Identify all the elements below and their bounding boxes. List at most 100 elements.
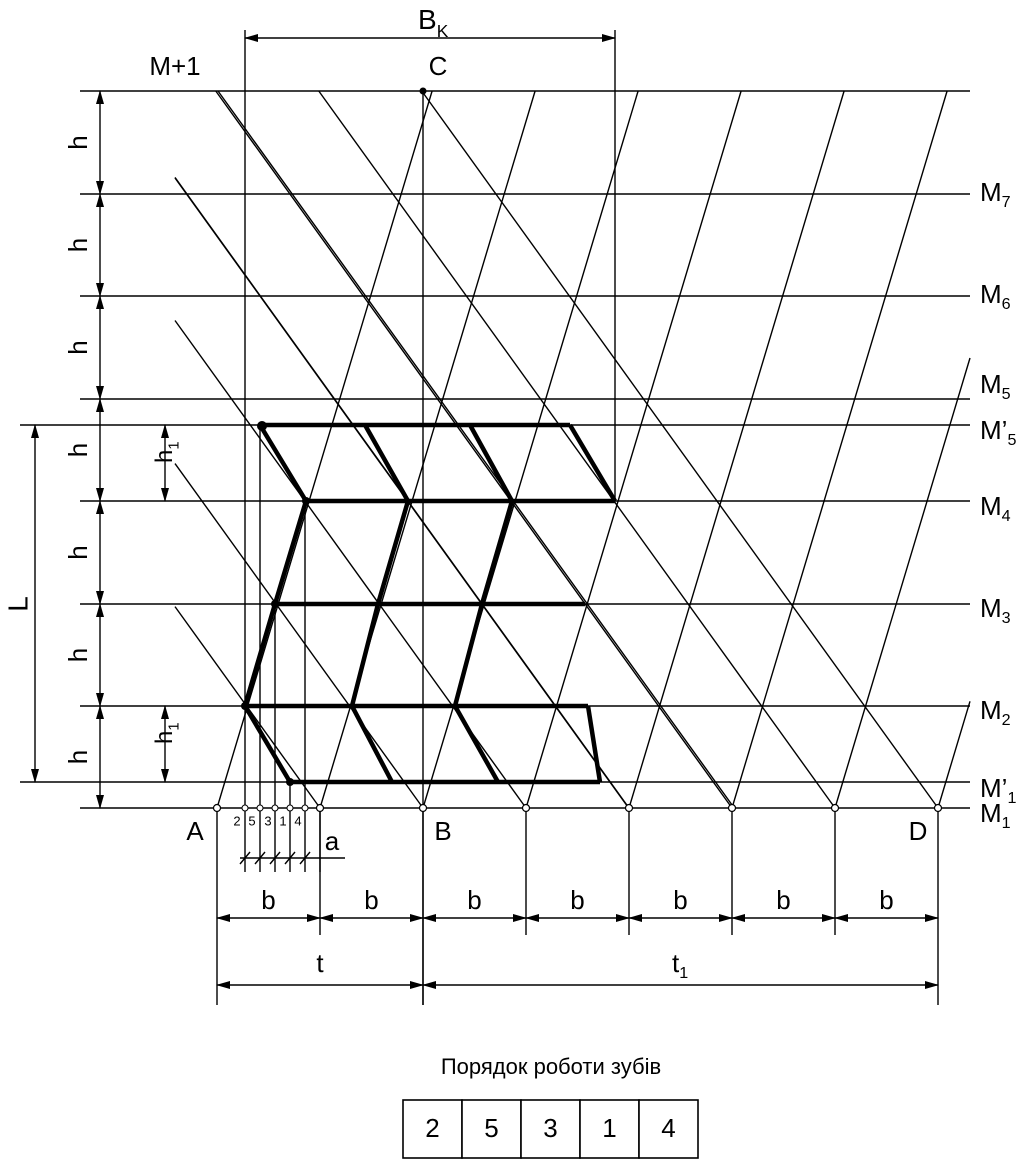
dimension-label: h <box>63 750 93 764</box>
dimension-label: b <box>879 885 893 915</box>
line <box>217 90 735 809</box>
line <box>174 463 424 809</box>
line <box>215 90 733 809</box>
level-label-base: M <box>980 695 1002 725</box>
level-label: M7 <box>980 177 1011 211</box>
dimension-label: t <box>316 948 324 978</box>
dimension-label: h <box>63 443 93 457</box>
level-label: M6 <box>980 279 1011 313</box>
dimension-label: b <box>261 885 275 915</box>
dimension-label: h <box>63 545 93 559</box>
dimension-label-base: h <box>151 450 178 463</box>
node <box>241 804 249 812</box>
node <box>302 497 310 505</box>
line <box>421 90 939 809</box>
dimension-label: b <box>570 885 584 915</box>
node <box>727 803 737 813</box>
node <box>418 803 428 813</box>
cut-profile <box>349 423 411 784</box>
dimension-label: h1 <box>151 722 182 744</box>
level-label-base: M <box>980 593 1002 623</box>
table-cell <box>402 1099 463 1159</box>
level-label-sub: 3 <box>1002 609 1011 627</box>
node <box>271 600 279 608</box>
node <box>301 804 309 812</box>
table-cell-text: 2 <box>425 1113 439 1143</box>
cut-profile <box>568 423 617 503</box>
table-cell-text: 3 <box>543 1113 557 1143</box>
level-label: M’5 <box>980 415 1016 449</box>
line-label: M+1 <box>149 51 200 81</box>
level-label-sub: 1 <box>1002 814 1011 832</box>
line <box>284 851 296 865</box>
level-label-base: M <box>980 798 1002 828</box>
node <box>212 803 222 813</box>
level-label-sub: 5 <box>1002 385 1011 403</box>
cut-profile <box>452 423 515 784</box>
dimension-label: b <box>364 885 378 915</box>
level-label: M5 <box>980 369 1011 403</box>
dimension-label: b <box>776 885 790 915</box>
line <box>318 90 836 809</box>
line <box>239 851 251 865</box>
table-cell-text: 5 <box>484 1113 498 1143</box>
dimension-label: h <box>63 135 93 149</box>
level-label-base: M <box>980 491 1002 521</box>
node <box>315 803 325 813</box>
node <box>830 803 840 813</box>
node <box>419 87 427 95</box>
node <box>286 804 294 812</box>
line <box>269 851 281 865</box>
dimension-label: b <box>467 885 481 915</box>
table-cell <box>520 1099 581 1159</box>
point-label: D <box>909 816 928 846</box>
level-label-base: M <box>980 369 1002 399</box>
level-label-sub: 5 <box>1007 431 1016 449</box>
node <box>286 778 294 786</box>
level-label-sub: 1 <box>1007 789 1016 807</box>
table-cell <box>579 1099 640 1159</box>
line <box>731 90 948 809</box>
level-label-sub: 2 <box>1002 711 1011 729</box>
dimension-label: h1 <box>151 441 182 463</box>
node <box>624 803 634 813</box>
node <box>521 803 531 813</box>
line <box>254 851 266 865</box>
line <box>937 701 971 809</box>
table-cell-text: 4 <box>661 1113 675 1143</box>
dimension-label: L <box>2 596 33 612</box>
dimension-label-base: B <box>418 4 437 35</box>
table-cell <box>461 1099 522 1159</box>
point-label: C <box>429 51 448 81</box>
level-label-sub: 7 <box>1002 193 1011 211</box>
dimension-label: t1 <box>672 948 688 982</box>
tooth-number: 1 <box>279 813 286 828</box>
dimension-label: h <box>63 648 93 662</box>
dimension-label-base: h <box>151 731 178 744</box>
caption: Порядок роботи зубів <box>441 1054 661 1079</box>
dimension-label-sub: 1 <box>166 441 182 449</box>
line <box>525 90 742 809</box>
level-label: M1 <box>980 798 1011 832</box>
table-cell <box>638 1099 699 1159</box>
tooth-number: 4 <box>294 813 301 828</box>
line <box>834 357 971 809</box>
node <box>257 421 267 431</box>
line <box>628 90 845 809</box>
node <box>271 804 279 812</box>
tooth-number: 5 <box>248 813 255 828</box>
line <box>216 90 433 809</box>
point-label: A <box>186 816 204 846</box>
dimension-label: BK <box>418 4 449 40</box>
node <box>933 803 943 813</box>
dimension-label-sub: K <box>437 20 449 40</box>
level-label: M4 <box>980 491 1011 525</box>
level-label: M’1 <box>980 773 1016 807</box>
dimension-label: h <box>63 238 93 252</box>
tooth-number: 2 <box>233 813 240 828</box>
line <box>299 851 311 865</box>
node <box>241 702 249 710</box>
level-label: M3 <box>980 593 1011 627</box>
dimension-label: a <box>325 826 340 856</box>
